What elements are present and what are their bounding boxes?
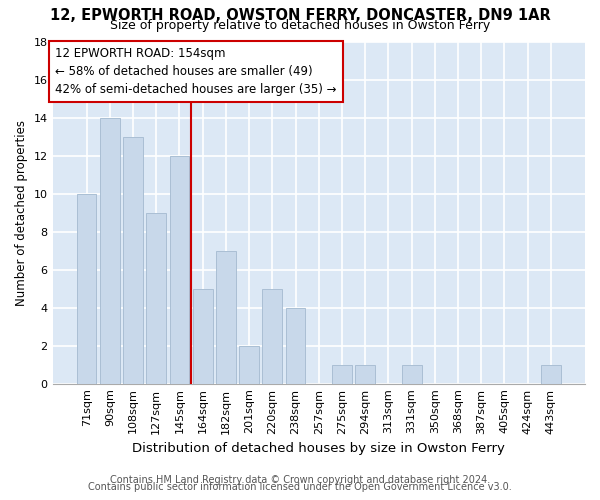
Y-axis label: Number of detached properties: Number of detached properties bbox=[15, 120, 28, 306]
Bar bbox=[239, 346, 259, 384]
Bar bbox=[541, 364, 561, 384]
X-axis label: Distribution of detached houses by size in Owston Ferry: Distribution of detached houses by size … bbox=[133, 442, 505, 455]
Bar bbox=[332, 364, 352, 384]
Bar bbox=[146, 212, 166, 384]
Bar bbox=[193, 288, 212, 384]
Bar bbox=[170, 156, 190, 384]
Bar bbox=[286, 308, 305, 384]
Bar bbox=[355, 364, 375, 384]
Text: 12, EPWORTH ROAD, OWSTON FERRY, DONCASTER, DN9 1AR: 12, EPWORTH ROAD, OWSTON FERRY, DONCASTE… bbox=[50, 8, 550, 22]
Text: Size of property relative to detached houses in Owston Ferry: Size of property relative to detached ho… bbox=[110, 19, 490, 32]
Bar bbox=[262, 288, 282, 384]
Bar bbox=[123, 136, 143, 384]
Text: 12 EPWORTH ROAD: 154sqm
← 58% of detached houses are smaller (49)
42% of semi-de: 12 EPWORTH ROAD: 154sqm ← 58% of detache… bbox=[55, 46, 337, 96]
Bar bbox=[402, 364, 422, 384]
Bar bbox=[216, 250, 236, 384]
Text: Contains public sector information licensed under the Open Government Licence v3: Contains public sector information licen… bbox=[88, 482, 512, 492]
Text: Contains HM Land Registry data © Crown copyright and database right 2024.: Contains HM Land Registry data © Crown c… bbox=[110, 475, 490, 485]
Bar bbox=[100, 118, 119, 384]
Bar bbox=[77, 194, 97, 384]
